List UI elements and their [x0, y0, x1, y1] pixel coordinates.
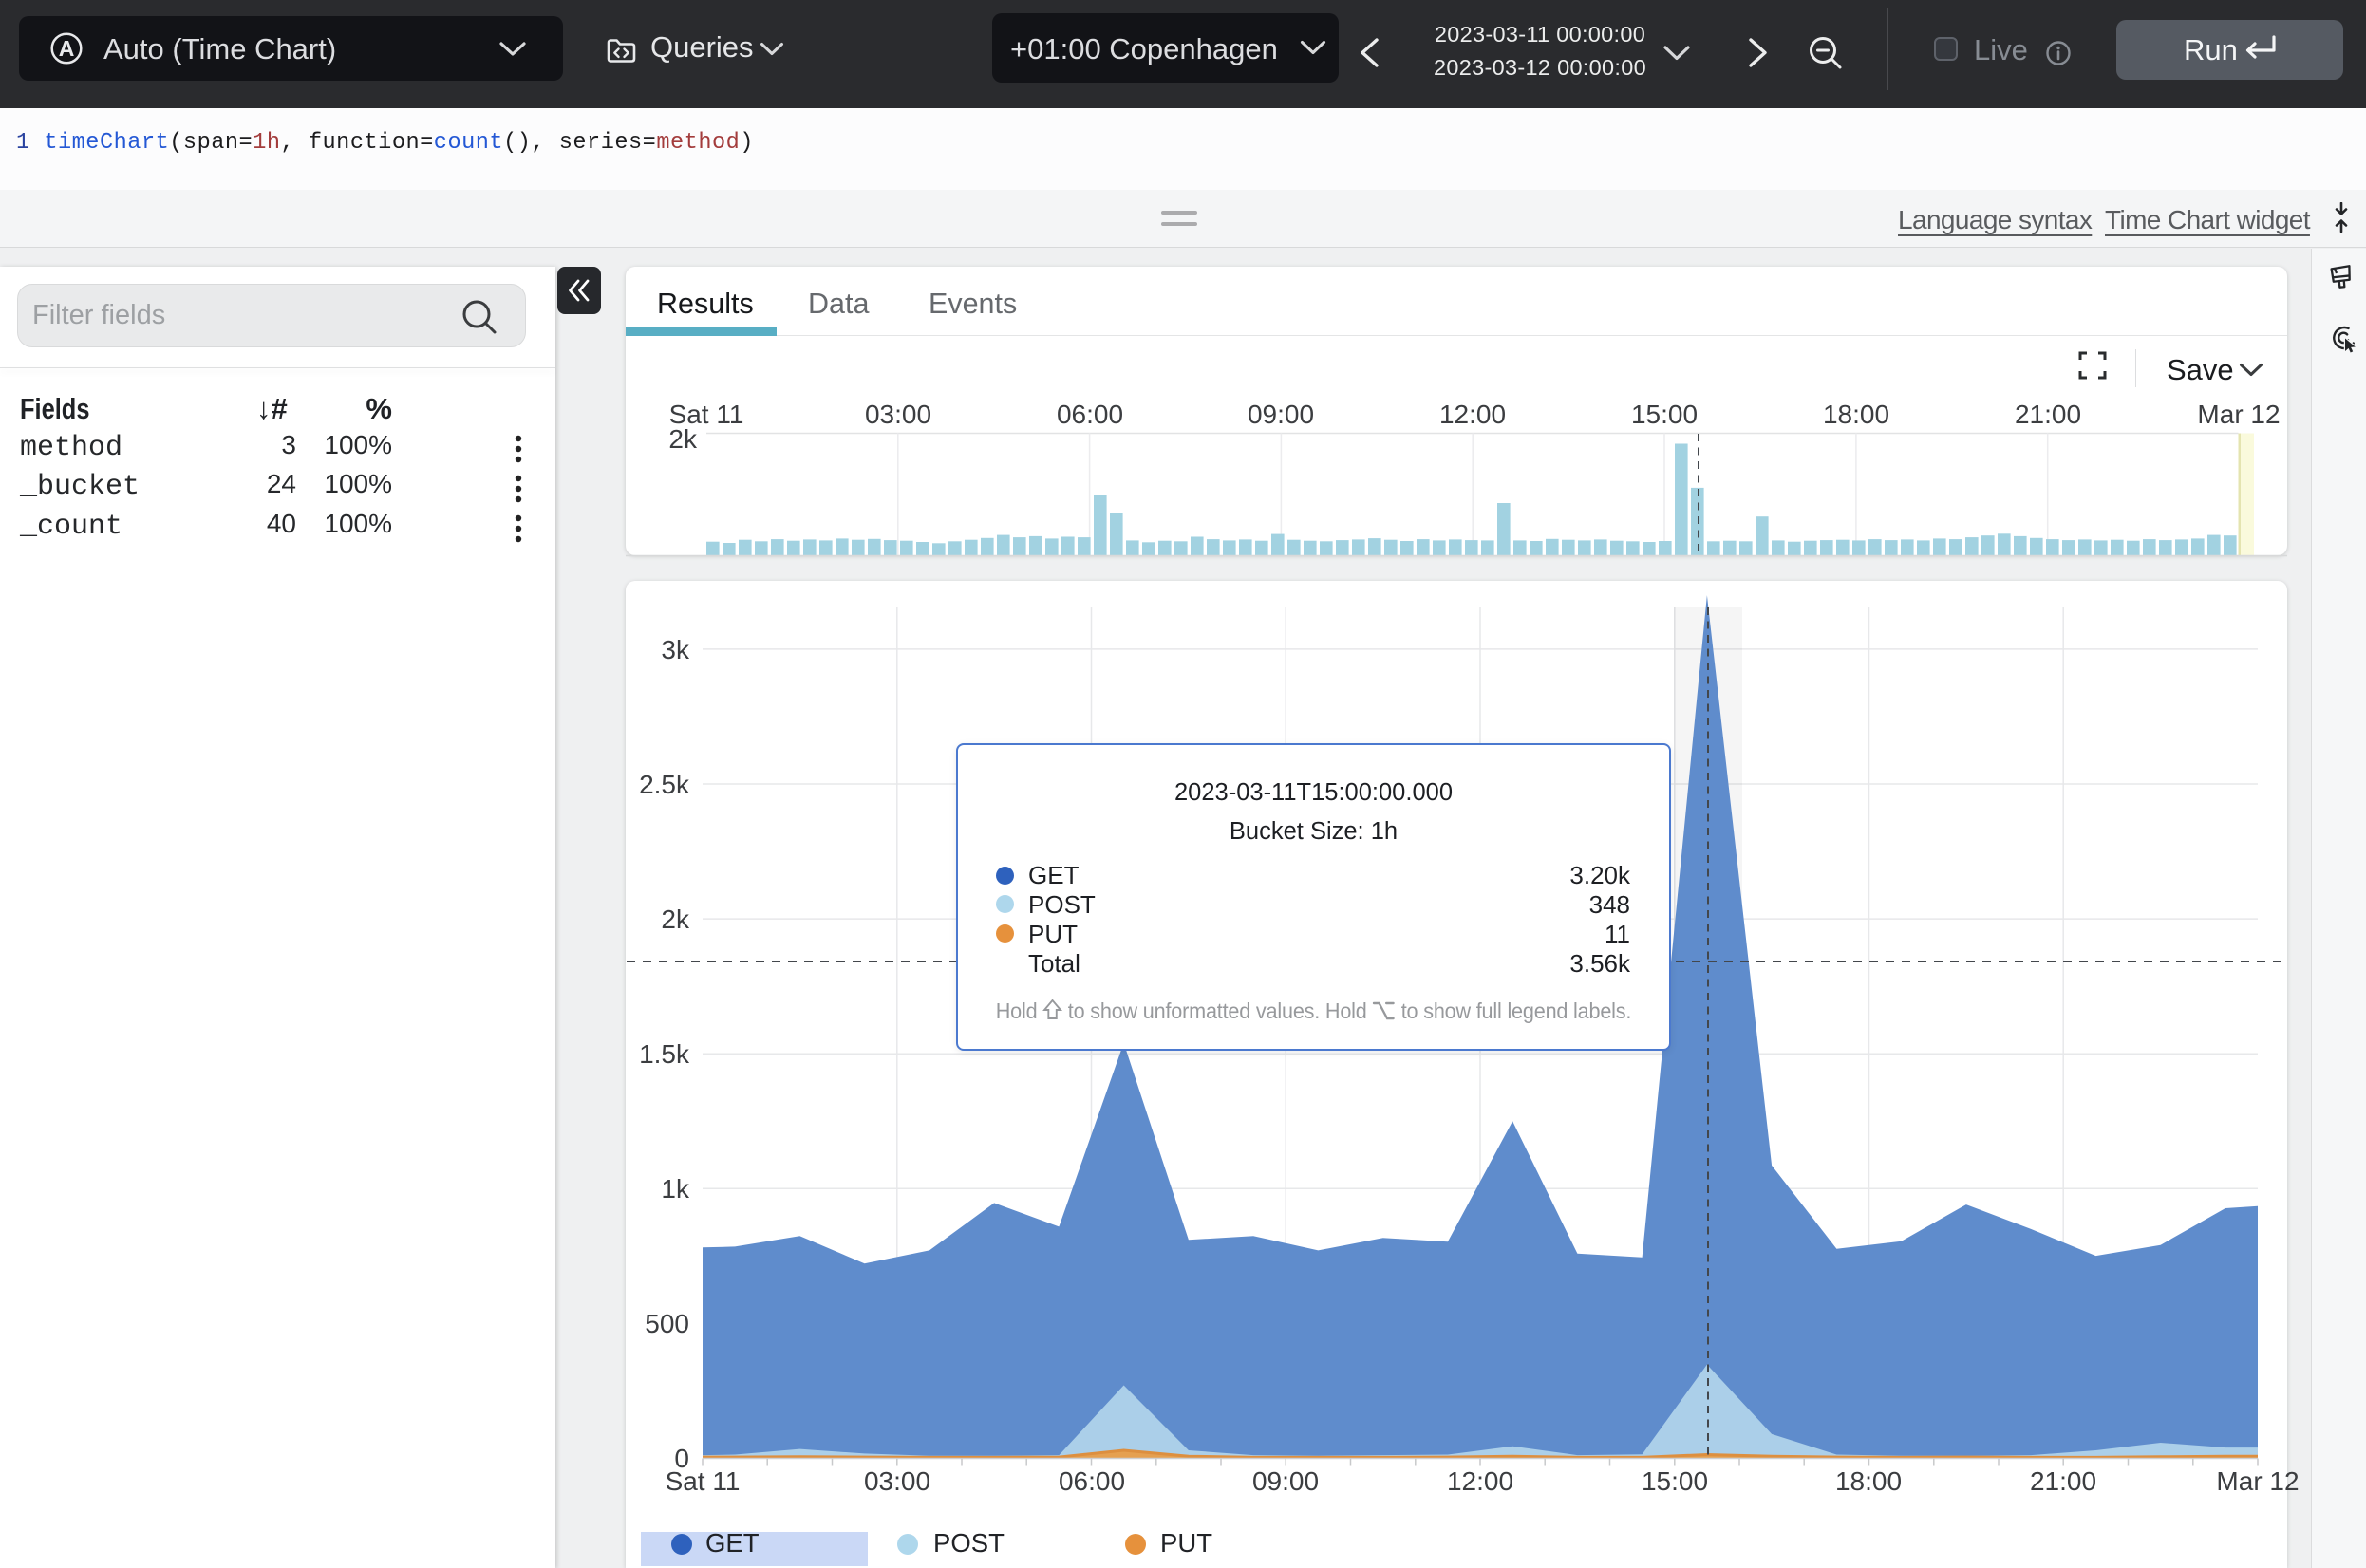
svg-text:21:00: 21:00: [2030, 1466, 2096, 1496]
svg-text:09:00: 09:00: [1252, 1466, 1319, 1496]
svg-text:06:00: 06:00: [1059, 1466, 1125, 1496]
svg-text:03:00: 03:00: [864, 1466, 930, 1496]
svg-text:18:00: 18:00: [1823, 400, 1889, 429]
svg-text:03:00: 03:00: [865, 400, 931, 429]
svg-text:12:00: 12:00: [1439, 400, 1506, 429]
svg-text:09:00: 09:00: [1248, 400, 1314, 429]
svg-text:12:00: 12:00: [1447, 1466, 1513, 1496]
svg-text:Mar 12: Mar 12: [2216, 1466, 2299, 1496]
svg-text:2.5k: 2.5k: [639, 770, 690, 799]
svg-text:21:00: 21:00: [2015, 400, 2081, 429]
svg-text:06:00: 06:00: [1057, 400, 1123, 429]
svg-text:1.5k: 1.5k: [639, 1039, 690, 1069]
svg-text:1k: 1k: [661, 1174, 690, 1204]
svg-text:2k: 2k: [668, 424, 698, 454]
svg-text:3k: 3k: [661, 635, 690, 664]
svg-text:15:00: 15:00: [1631, 400, 1698, 429]
svg-text:Sat 11: Sat 11: [669, 400, 744, 429]
svg-text:Sat 11: Sat 11: [666, 1466, 741, 1496]
svg-text:500: 500: [645, 1309, 689, 1338]
svg-text:15:00: 15:00: [1642, 1466, 1708, 1496]
svg-text:A: A: [59, 36, 75, 61]
svg-text:18:00: 18:00: [1835, 1466, 1902, 1496]
svg-text:Mar 12: Mar 12: [2197, 400, 2280, 429]
svg-text:0: 0: [674, 1444, 689, 1473]
svg-text:2k: 2k: [661, 905, 690, 934]
